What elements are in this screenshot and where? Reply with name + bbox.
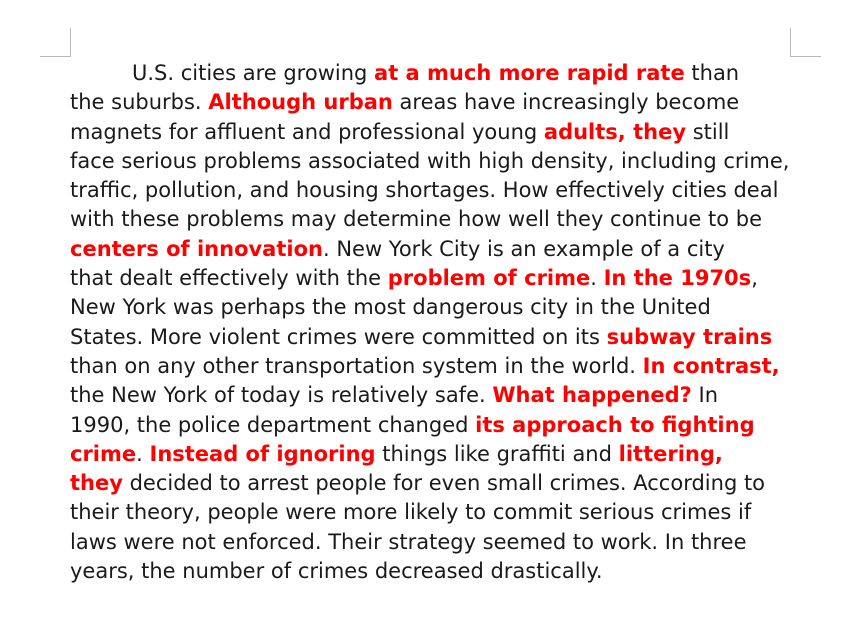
text-run: than bbox=[684, 61, 740, 85]
highlighted-phrase: they bbox=[70, 471, 123, 496]
text-run: laws were not enforced. Their strategy s… bbox=[70, 529, 747, 554]
text-run: than on any other transportation system … bbox=[70, 353, 643, 378]
highlighted-phrase: What happened? bbox=[492, 383, 692, 408]
highlighted-phrase: at a much more rapid rate bbox=[374, 61, 685, 85]
text-run: magnets for affluent and professional yo… bbox=[70, 119, 544, 144]
highlighted-phrase: littering, bbox=[618, 441, 723, 466]
text-line: their theory, people were more likely to… bbox=[70, 498, 810, 527]
text-line: 1990, the police department changed its … bbox=[70, 411, 810, 440]
text-line: centers of innovation. New York City is … bbox=[70, 235, 810, 264]
text-line: crime. Instead of ignoring things like g… bbox=[70, 440, 810, 469]
highlighted-phrase: crime bbox=[70, 441, 137, 466]
text-run: things like graffiti and bbox=[375, 441, 619, 466]
highlighted-phrase: adults, they bbox=[543, 119, 687, 144]
text-run: decided to arrest people for even small … bbox=[122, 471, 766, 496]
highlighted-phrase: centers of innovation bbox=[70, 236, 323, 261]
text-run: the suburbs. bbox=[70, 90, 209, 115]
text-line: the suburbs. Although urban areas have i… bbox=[70, 88, 810, 117]
highlighted-phrase: In contrast, bbox=[642, 353, 780, 378]
text-run: their theory, people were more likely to… bbox=[70, 500, 752, 525]
text-run: the New York of today is relatively safe… bbox=[70, 383, 493, 408]
text-line: with these problems may determine how we… bbox=[70, 205, 810, 234]
text-line: U.S. cities are growing at a much more r… bbox=[70, 59, 810, 88]
highlighted-phrase: Although urban bbox=[208, 90, 393, 115]
text-run: face serious problems associated with hi… bbox=[70, 148, 790, 173]
highlighted-phrase: problem of crime bbox=[387, 266, 591, 291]
text-line: laws were not enforced. Their strategy s… bbox=[70, 528, 810, 557]
text-run: with these problems may determine how we… bbox=[70, 207, 763, 232]
text-run: years, the number of crimes decreased dr… bbox=[70, 559, 603, 584]
text-run: , bbox=[751, 266, 758, 291]
text-line: they decided to arrest people for even s… bbox=[70, 469, 810, 498]
text-line: that dealt effectively with the problem … bbox=[70, 264, 810, 293]
highlighted-phrase: its approach to fighting bbox=[475, 412, 755, 437]
top-left-margin-mark bbox=[40, 28, 71, 57]
text-line: States. More violent crimes were committ… bbox=[70, 323, 810, 352]
text-line: years, the number of crimes decreased dr… bbox=[70, 557, 810, 586]
text-run: areas have increasingly become bbox=[392, 90, 740, 115]
text-run: States. More violent crimes were committ… bbox=[70, 324, 607, 349]
text-line: traffic, pollution, and housing shortage… bbox=[70, 176, 810, 205]
text-line: the New York of today is relatively safe… bbox=[70, 381, 810, 410]
text-line: than on any other transportation system … bbox=[70, 352, 810, 381]
text-run: In bbox=[691, 383, 719, 408]
document-paragraph: U.S. cities are growing at a much more r… bbox=[70, 59, 810, 586]
text-run: . bbox=[590, 266, 604, 291]
text-run: 1990, the police department changed bbox=[70, 412, 476, 437]
text-run: U.S. cities are growing bbox=[132, 61, 375, 85]
text-line: New York was perhaps the most dangerous … bbox=[70, 293, 810, 322]
text-run: still bbox=[686, 119, 730, 144]
highlighted-phrase: In the 1970s bbox=[603, 266, 752, 291]
text-run: New York was perhaps the most dangerous … bbox=[70, 295, 711, 320]
text-line: magnets for affluent and professional yo… bbox=[70, 118, 810, 147]
text-run: that dealt effectively with the bbox=[70, 266, 388, 291]
top-right-margin-mark bbox=[790, 28, 821, 57]
text-run: . New York City is an example of a city bbox=[322, 236, 725, 261]
highlighted-phrase: subway trains bbox=[606, 324, 773, 349]
text-line: face serious problems associated with hi… bbox=[70, 147, 810, 176]
text-run: . bbox=[136, 441, 150, 466]
highlighted-phrase: Instead of ignoring bbox=[149, 441, 376, 466]
text-run: traffic, pollution, and housing shortage… bbox=[70, 178, 779, 203]
